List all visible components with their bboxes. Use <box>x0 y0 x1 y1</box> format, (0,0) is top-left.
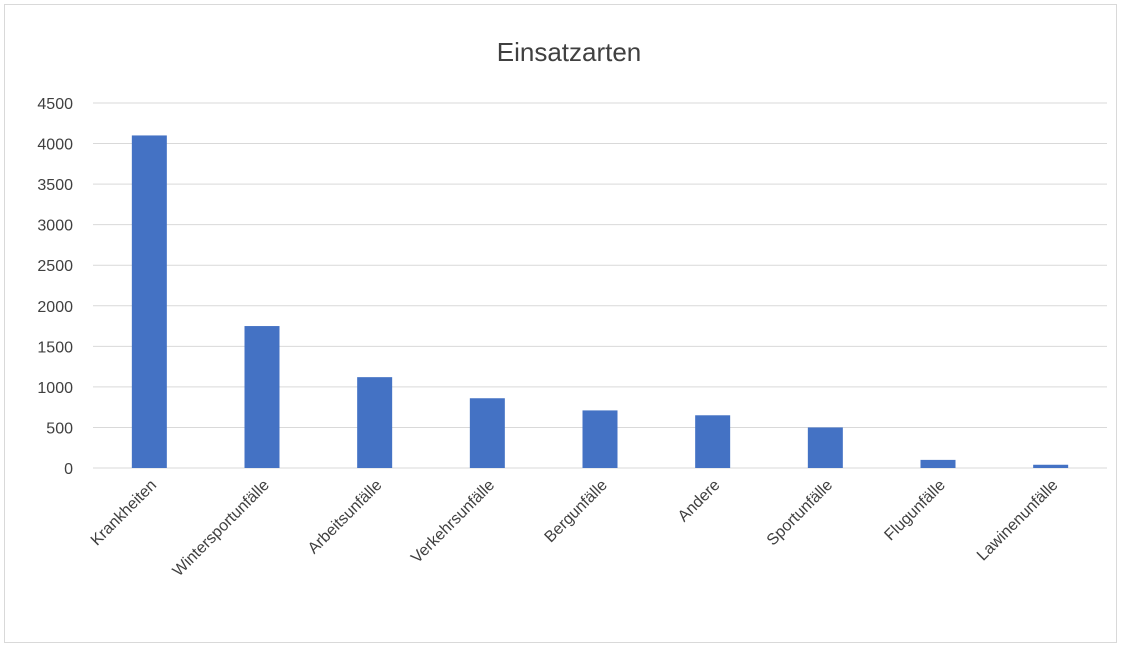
y-tick-label: 3500 <box>37 177 73 194</box>
bar-lawinenunfälle <box>1033 464 1069 468</box>
y-tick-label: 2500 <box>37 258 73 275</box>
category-label: Lawinenunfälle <box>974 477 1062 565</box>
bar-wintersportunfälle <box>244 326 280 468</box>
bar-sportunfälle <box>807 427 843 468</box>
category-label: Flugunfälle <box>881 477 948 544</box>
category-label: Arbeitsunfälle <box>305 477 386 558</box>
x-axis-category-labels: Krankheiten Wintersportunfälle Arbeitsunfä… <box>88 477 1062 580</box>
bar-flugunfälle <box>920 459 956 468</box>
y-tick-label: 500 <box>46 420 73 437</box>
y-tick-label: 3000 <box>37 218 73 235</box>
category-label: Bergunfälle <box>542 477 611 546</box>
bar-krankheiten <box>131 135 167 468</box>
bars <box>131 135 1069 468</box>
bar-andere <box>695 415 731 468</box>
category-label: Verkehrsunfälle <box>408 477 498 567</box>
category-label: Wintersportunfälle <box>170 477 273 580</box>
bar-bergunfälle <box>582 410 618 468</box>
bar-arbeitsunfälle <box>357 377 393 468</box>
y-tick-label: 1500 <box>37 339 73 356</box>
y-tick-label: 2000 <box>37 299 73 316</box>
bar-verkehrsunfälle <box>469 398 505 468</box>
category-label: Krankheiten <box>88 477 160 549</box>
chart-title: Einsatzarten <box>497 37 642 67</box>
category-label: Andere <box>675 477 724 526</box>
chart-area <box>4 4 1117 643</box>
category-label: Sportunfälle <box>764 477 836 549</box>
y-tick-label: 0 <box>64 461 73 478</box>
y-tick-label: 4500 <box>37 96 73 113</box>
y-axis-tick-labels: 0 500 1000 1500 2000 2500 3000 3500 4000 4500 <box>37 96 73 478</box>
y-tick-label: 4000 <box>37 137 73 154</box>
y-tick-label: 1000 <box>37 380 73 397</box>
